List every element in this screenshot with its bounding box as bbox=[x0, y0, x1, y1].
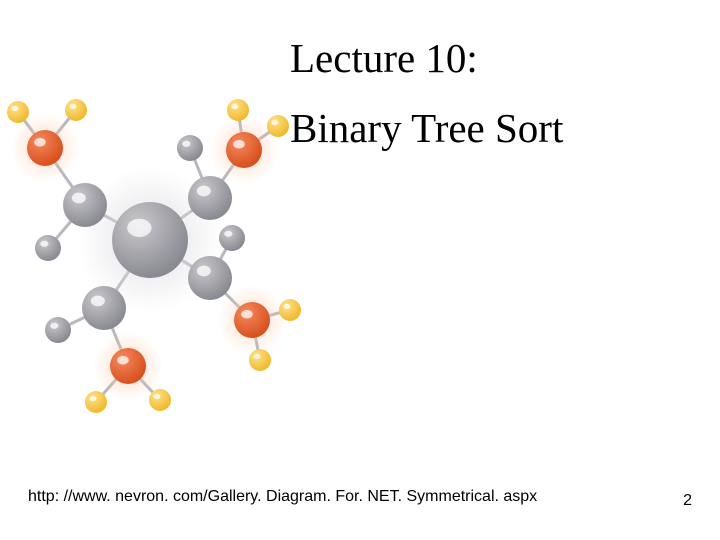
footer-url: http: //www. nevron. com/Gallery. Diagra… bbox=[28, 488, 537, 506]
slide-subtitle: Binary Tree Sort bbox=[290, 104, 563, 152]
tree-diagram bbox=[0, 30, 300, 450]
page-number: 2 bbox=[683, 492, 692, 510]
slide-title: Lecture 10: bbox=[290, 34, 478, 82]
